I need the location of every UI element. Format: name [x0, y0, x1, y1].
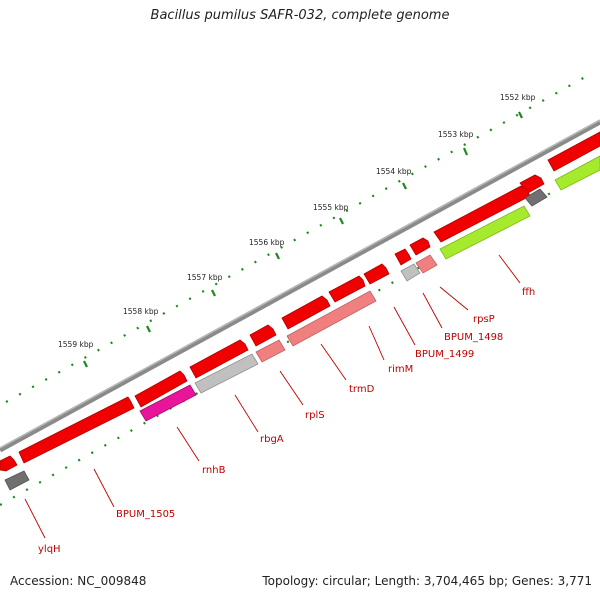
gene-label-trmd: trmD	[349, 384, 375, 395]
label-leader-line	[368, 325, 385, 361]
gene-label-rpls: rplS	[305, 410, 325, 421]
genome-summary-text: Topology: circular; Length: 3,704,465 bp…	[262, 574, 592, 588]
gene-arrow	[547, 131, 600, 172]
gene-label-ffh: ffh	[522, 287, 535, 298]
gene-bar	[554, 155, 600, 191]
gene-arrow	[363, 263, 390, 285]
tick-label: 1555 kbp	[313, 203, 349, 212]
tick-mark	[402, 182, 407, 190]
genome-backbone-highlight	[0, 119, 600, 449]
gene-label-rimm: rimM	[388, 364, 413, 375]
label-leader-line	[24, 498, 46, 539]
gene-arrow	[281, 295, 331, 330]
gene-bar	[400, 263, 421, 282]
genome-backbone	[0, 119, 600, 453]
label-leader-line	[176, 426, 200, 462]
gene-label-rpsp: rpsP	[473, 314, 495, 325]
map-title: Bacillus pumilus SAFR-032, complete geno…	[150, 8, 450, 23]
tick-label: 1552 kbp	[500, 93, 536, 102]
gene-track-forward	[0, 131, 600, 472]
gene-arrow	[409, 237, 431, 256]
gene-bar	[524, 188, 548, 207]
gene-arrow	[18, 396, 135, 464]
tick-mark	[211, 289, 216, 297]
tick-mark	[83, 360, 88, 368]
tick-mark	[462, 147, 469, 156]
gene-bar	[286, 290, 377, 347]
label-leader-line	[498, 254, 521, 284]
accession-text: Accession: NC_009848	[10, 574, 147, 588]
gene-arrow	[189, 339, 249, 379]
tick-label: 1557 kbp	[187, 273, 223, 282]
tick-label: 1556 kbp	[249, 238, 285, 247]
tick-label: 1559 kbp	[58, 340, 94, 349]
label-leader-line	[279, 370, 304, 406]
gene-bar	[255, 339, 286, 363]
tick-mark	[339, 217, 344, 225]
gene-arrow	[394, 248, 412, 266]
gene-bar	[4, 470, 30, 491]
tick-label: 1553 kbp	[438, 130, 474, 139]
gene-bar	[139, 384, 197, 422]
gene-bar	[194, 353, 259, 394]
gene-label-bpum-1505: BPUM_1505	[116, 509, 175, 520]
tick-mark	[275, 252, 280, 260]
gene-label-rnhb: rnhB	[202, 465, 226, 476]
gene-arrow	[134, 370, 188, 408]
gene-arrow	[0, 455, 18, 472]
gene-label-rbga: rbgA	[260, 434, 284, 445]
tick-label: 1554 kbp	[376, 167, 412, 176]
gene-arrow	[433, 185, 531, 243]
gene-arrow	[328, 275, 366, 303]
tick-mark	[146, 325, 151, 333]
label-leader-line	[320, 343, 347, 381]
gene-bar	[415, 254, 438, 274]
gene-label-ylqh: ylqH	[38, 544, 61, 555]
gene-bar	[439, 205, 531, 260]
label-leader-line	[393, 306, 416, 346]
tick-label: 1558 kbp	[123, 307, 159, 316]
gene-label-bpum-1498: BPUM_1498	[444, 332, 503, 343]
label-leader-line	[422, 292, 443, 329]
label-leader-line	[234, 394, 259, 433]
gene-track-inner	[4, 155, 600, 491]
label-leader-line	[93, 468, 115, 508]
outer-dotted-arc	[5, 71, 595, 403]
label-leader-line	[439, 286, 469, 311]
gene-label-bpum-1499: BPUM_1499	[415, 349, 474, 360]
tick-mark	[518, 111, 523, 119]
gene-arrow	[249, 324, 277, 347]
